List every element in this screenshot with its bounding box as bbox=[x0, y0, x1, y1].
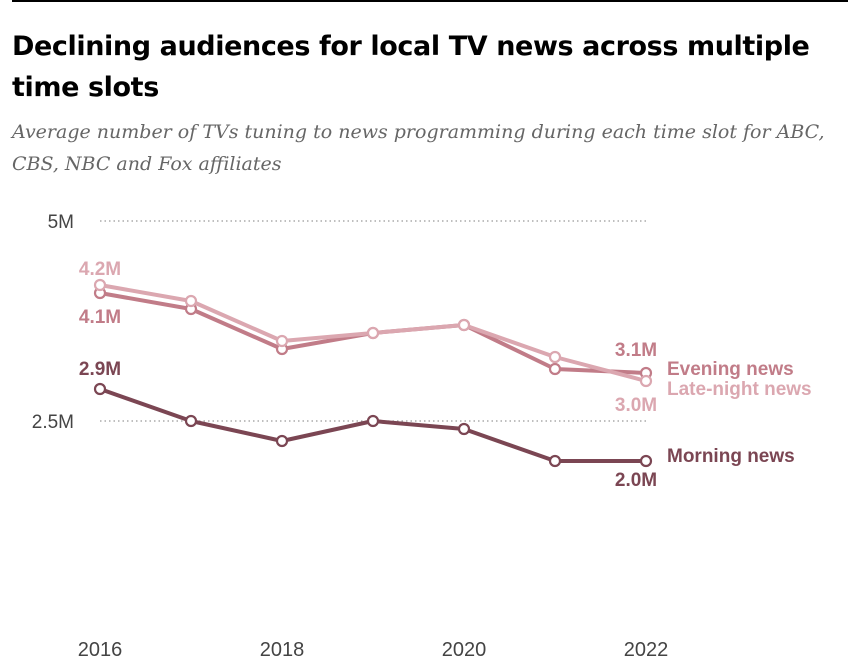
data-point-late-night bbox=[275, 334, 289, 348]
y-tick-label: 5M bbox=[48, 212, 74, 233]
data-point-late-night bbox=[93, 278, 107, 292]
start-value-label-morning: 2.9M bbox=[79, 359, 121, 380]
data-point-late-night bbox=[639, 374, 653, 388]
data-point-morning bbox=[93, 382, 107, 396]
series-name-late-night: Late-night news bbox=[667, 379, 812, 400]
start-value-label-evening: 4.1M bbox=[79, 307, 121, 328]
data-point-morning bbox=[275, 434, 289, 448]
end-value-label-morning: 2.0M bbox=[615, 470, 657, 491]
chart-title: Declining audiences for local TV news ac… bbox=[12, 31, 810, 103]
data-point-morning bbox=[184, 414, 198, 428]
data-point-morning bbox=[639, 454, 653, 468]
x-tick-label: 2016 bbox=[78, 639, 123, 661]
data-point-late-night bbox=[366, 326, 380, 340]
chart-subtitle: Average number of TVs tuning to news pro… bbox=[12, 121, 825, 175]
top-rule bbox=[12, 0, 848, 2]
end-value-label-evening: 3.1M bbox=[615, 340, 657, 361]
x-tick-label: 2018 bbox=[260, 639, 305, 661]
data-point-late-night bbox=[184, 294, 198, 308]
start-value-label-late-night: 4.2M bbox=[79, 259, 121, 280]
x-tick-label: 2020 bbox=[442, 639, 487, 661]
data-point-late-night bbox=[548, 350, 562, 364]
data-point-morning bbox=[457, 422, 471, 436]
data-point-morning bbox=[366, 414, 380, 428]
series-name-morning: Morning news bbox=[667, 446, 795, 467]
series-name-evening: Evening news bbox=[667, 359, 794, 380]
data-point-evening bbox=[548, 362, 562, 376]
data-point-morning bbox=[548, 454, 562, 468]
y-tick-label: 2.5M bbox=[32, 412, 74, 433]
data-point-late-night bbox=[457, 318, 471, 332]
x-tick-label: 2022 bbox=[624, 639, 669, 661]
end-value-label-late-night: 3.0M bbox=[615, 395, 657, 416]
